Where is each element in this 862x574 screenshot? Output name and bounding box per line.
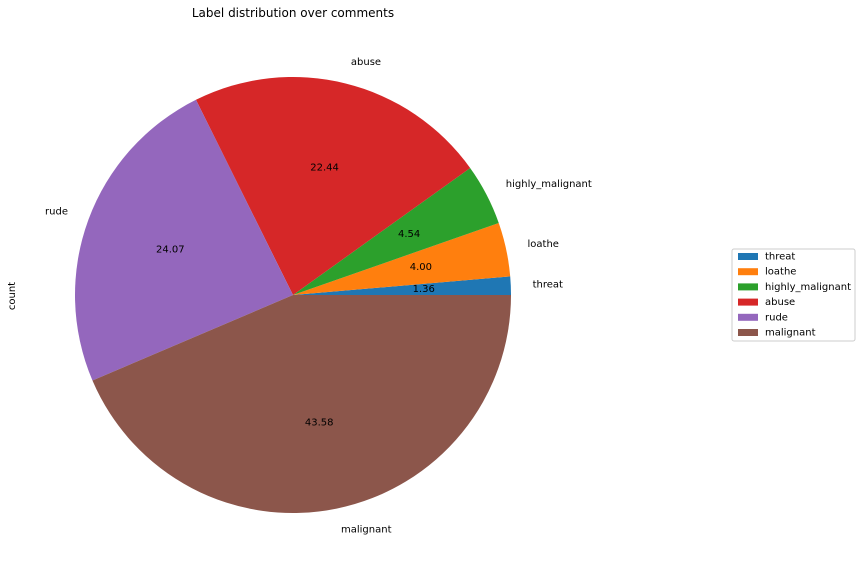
pie-slices [74, 77, 511, 514]
legend-label-rude: rude [765, 312, 788, 323]
slice-label-rude: rude [45, 207, 68, 218]
legend-frame [731, 248, 856, 342]
legend-label-abuse: abuse [765, 297, 795, 308]
pie-slice-loathe [293, 222, 511, 295]
legend-swatch-threat [738, 253, 758, 260]
slice-label-malignant: malignant [341, 524, 392, 535]
slice-label-loathe: loathe [528, 239, 559, 250]
pie-slice-malignant [92, 295, 511, 514]
legend-swatch-rude [738, 313, 758, 321]
slice-label-abuse: abuse [351, 57, 381, 68]
pie-slice-highly-malignant [293, 167, 499, 295]
legend-label-loathe: loathe [765, 267, 796, 278]
percent-label-rude: 24.07 [156, 244, 185, 255]
slice-labels: threat loathe highly_malignant abuse rude mal… [45, 57, 592, 536]
percent-label-loathe: 4.00 [410, 262, 432, 273]
legend-swatch-abuse [738, 298, 758, 306]
legend-label-malignant: malignant [765, 328, 816, 339]
percent-label-threat: 1.36 [413, 284, 435, 295]
legend-swatch-highly-malignant [738, 283, 758, 291]
y-axis-label: count [7, 282, 18, 310]
legend-swatch-loathe [738, 268, 758, 276]
legend-swatch-malignant [738, 329, 758, 336]
pie-slice-threat [293, 276, 511, 295]
percent-label-abuse: 22.44 [310, 163, 339, 174]
slice-label-highly-malignant: highly_malignant [506, 179, 592, 190]
pie-slice-abuse [195, 77, 471, 295]
legend-label-threat: threat [765, 252, 795, 263]
percent-label-highly-malignant: 4.54 [398, 229, 420, 240]
slice-label-threat: threat [533, 279, 563, 290]
percent-labels: 1.36 4.00 4.54 22.44 24.07 43.58 [156, 163, 435, 429]
percent-label-malignant: 43.58 [305, 418, 334, 429]
chart-title: Label distribution over comments [192, 6, 394, 20]
legend-label-highly-malignant: highly_malignant [765, 282, 851, 293]
pie-slice-rude [74, 99, 293, 381]
